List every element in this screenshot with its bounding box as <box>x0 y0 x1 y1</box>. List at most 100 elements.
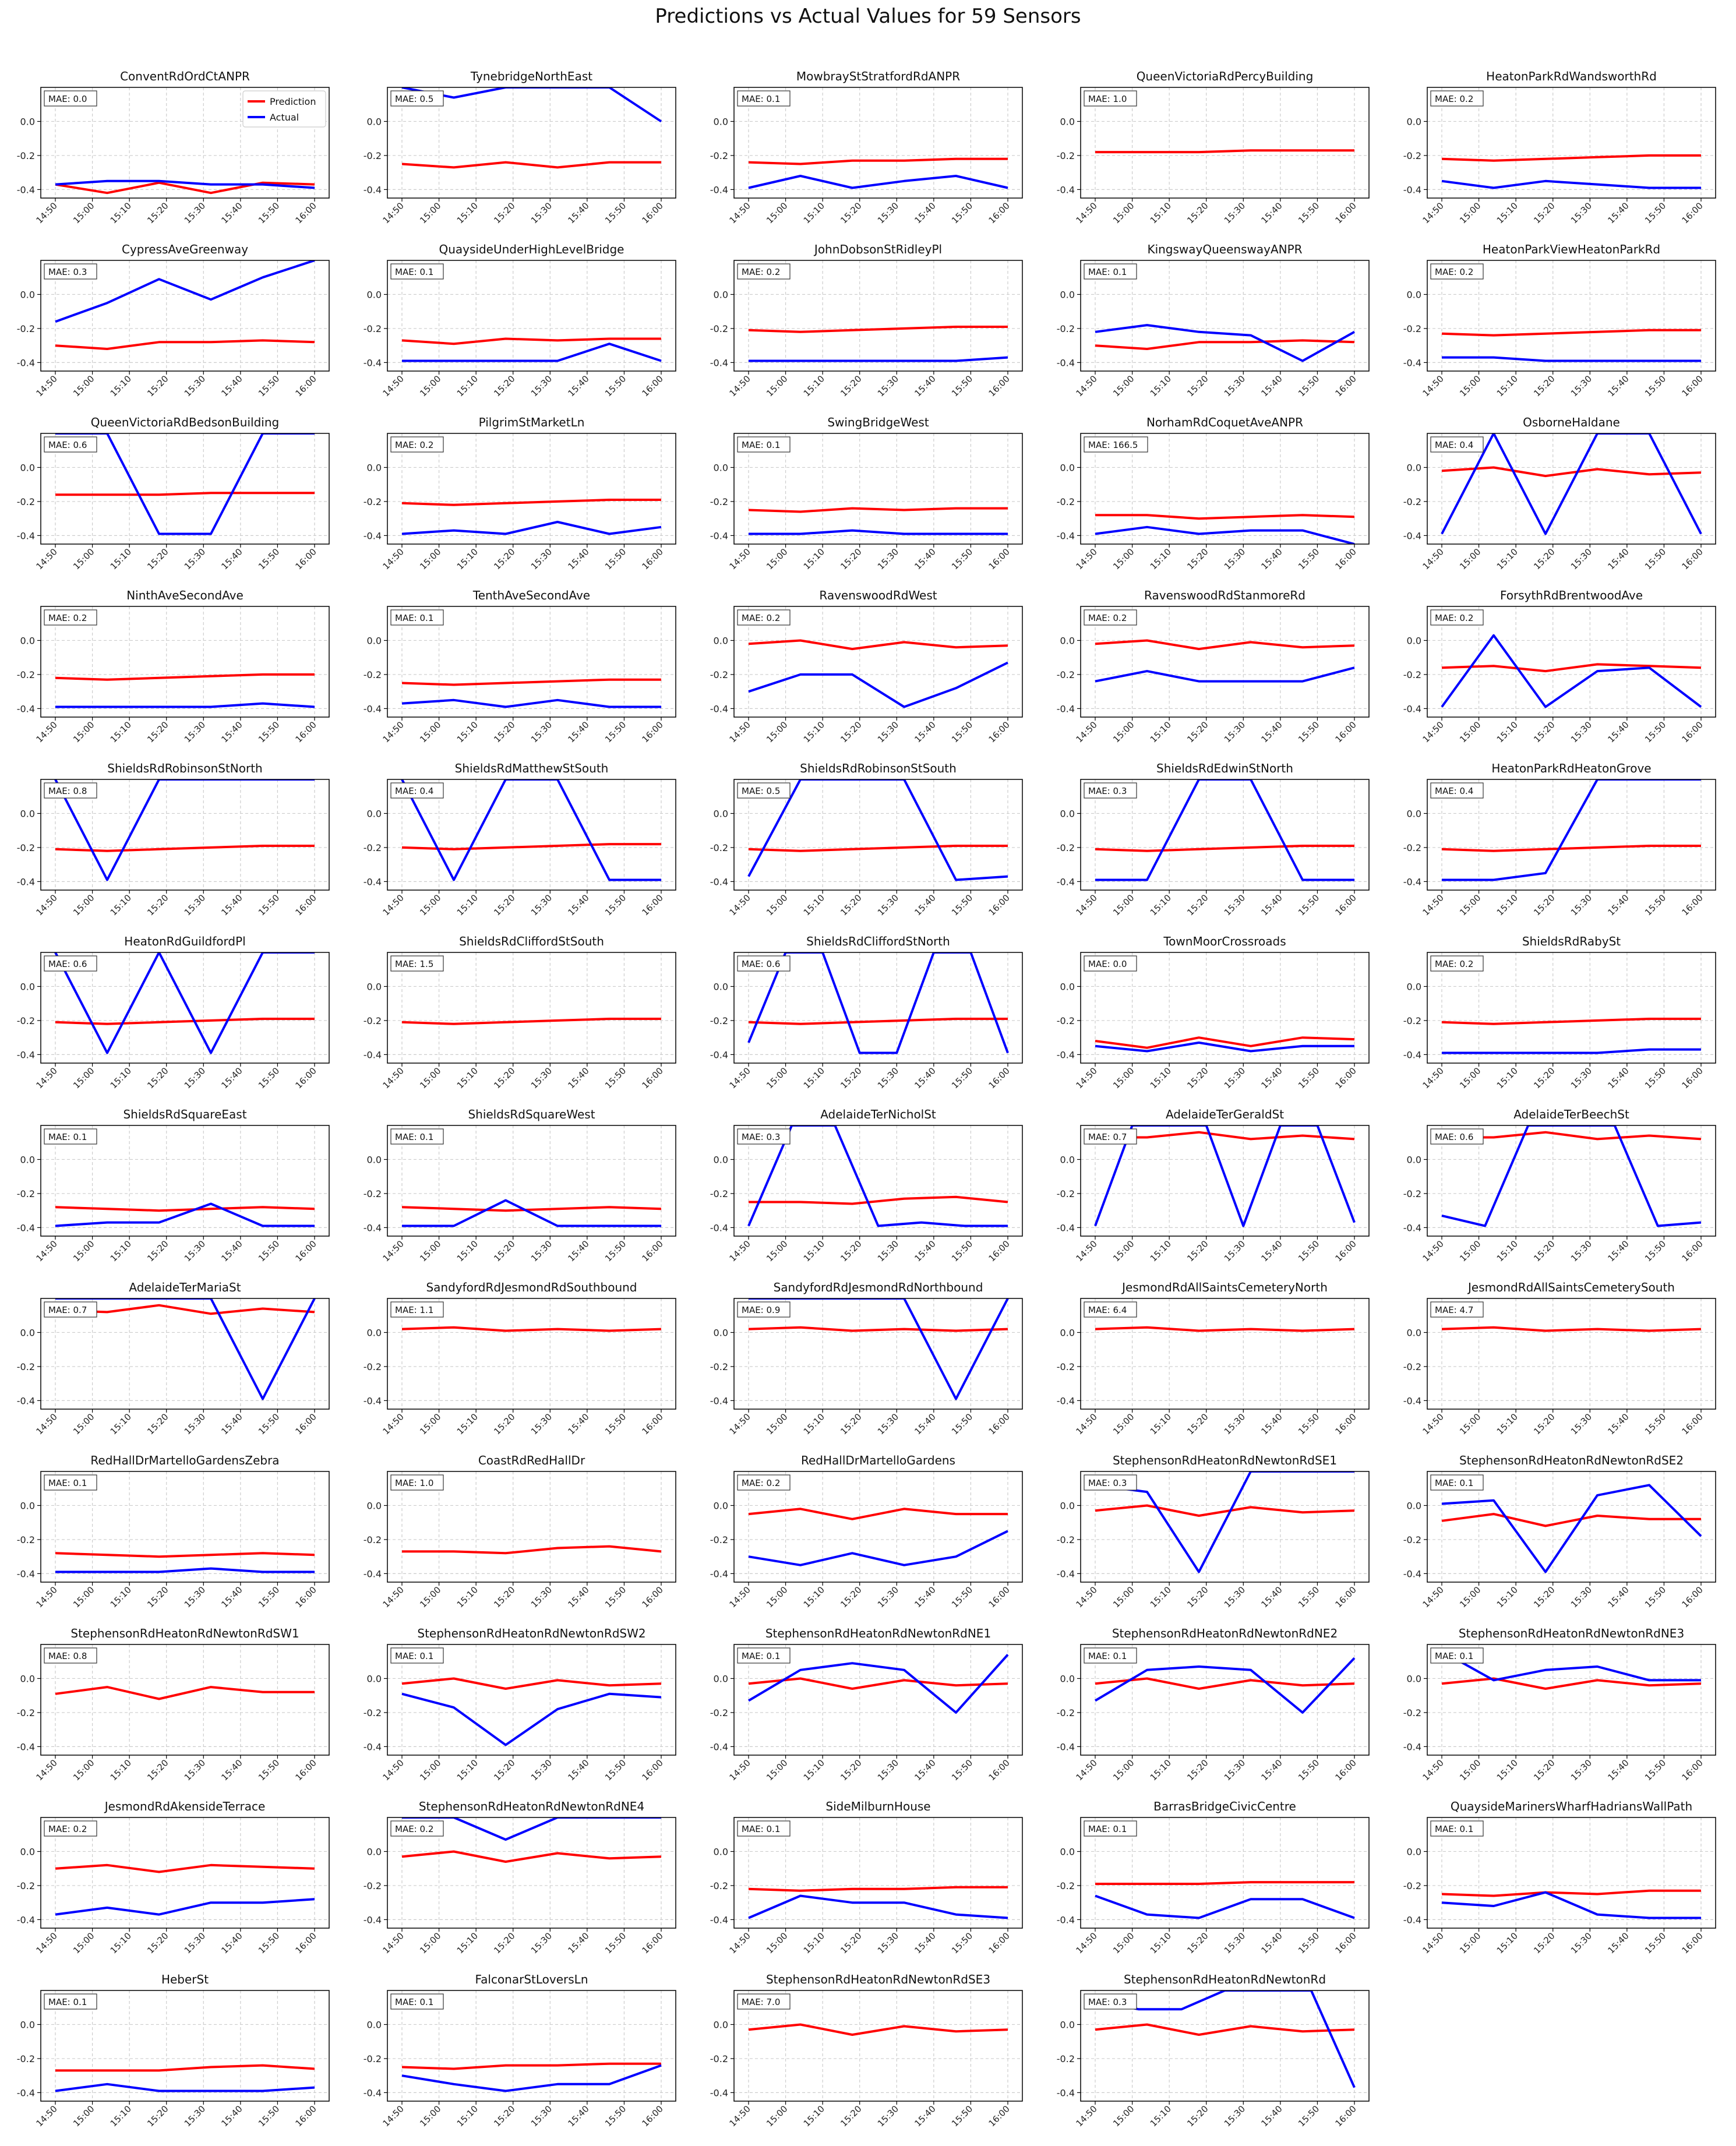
x-tick-label: 15:30 <box>529 1411 554 1436</box>
subplot-title: FalconarStLoversLn <box>475 1972 588 1986</box>
x-tick-label: 15:50 <box>1296 719 1321 744</box>
plot-frame <box>387 1298 676 1410</box>
x-tick-label: 15:40 <box>566 892 591 917</box>
x-tick-label: 15:20 <box>145 1930 170 1956</box>
y-tick-label: 0.0 <box>1060 2019 1075 2030</box>
x-tick-label: 15:40 <box>219 1584 244 1610</box>
subplot-title: RedHallDrMartelloGardens <box>801 1453 955 1467</box>
subplot-title: QuaysideMarinersWharfHadriansWallPath <box>1451 1799 1692 1813</box>
actual-line <box>1095 666 1355 683</box>
plot-frame <box>40 779 330 891</box>
x-tick-label: 15:50 <box>950 1238 975 1263</box>
x-tick-label: 15:00 <box>418 546 443 571</box>
x-tick-label: 15:00 <box>418 892 443 917</box>
x-tick-label: 15:10 <box>1148 200 1173 225</box>
y-tick-label: -0.4 <box>17 1049 35 1060</box>
subplot: 14:50 15:00 15:10 15:20 15:30 15:40 15:50 16:00… <box>17 588 330 744</box>
x-tick-label: 15:40 <box>912 200 937 225</box>
plot-frame <box>1080 1990 1370 2102</box>
x-tick-label: 15:40 <box>219 892 244 917</box>
mae-box <box>737 1301 791 1318</box>
plot-frame <box>733 1471 1023 1583</box>
prediction-line <box>55 1018 315 1025</box>
plot-frame <box>387 260 676 372</box>
x-tick-label: 15:10 <box>108 2103 133 2129</box>
plot-frame <box>733 87 1023 199</box>
x-tick-label: 15:40 <box>1259 719 1284 744</box>
plot-frame <box>1427 1817 1716 1929</box>
y-tick-label: -0.4 <box>1057 1395 1075 1406</box>
x-tick-label: 15:30 <box>1222 719 1247 744</box>
x-tick-label: 15:10 <box>108 719 133 744</box>
y-tick-label: -0.2 <box>1057 669 1075 680</box>
plot-frame <box>387 87 676 199</box>
actual-line <box>55 1567 315 1573</box>
y-tick-label: -0.2 <box>1403 1015 1421 1026</box>
y-tick-label: -0.2 <box>1403 1361 1421 1372</box>
subplot-title: HeatonParkRdHeatonGrove <box>1491 761 1651 775</box>
subplot: 14:50 15:00 15:10 15:20 15:30 15:40 15:50 16:00… <box>1057 242 1370 398</box>
x-tick-label: 16:00 <box>294 892 319 917</box>
x-tick-label: 15:30 <box>1222 2103 1247 2129</box>
x-tick-label: 16:00 <box>987 546 1012 571</box>
x-tick-label: 15:00 <box>71 1584 96 1610</box>
mae-box <box>1430 1301 1484 1318</box>
subplot: 14:50 15:00 15:10 15:20 15:30 15:40 15:50 16:00… <box>364 761 676 917</box>
subplot-title: StephensonRdHeatonRdNewtonRdNE1 <box>765 1626 991 1640</box>
x-tick-label: 15:00 <box>71 719 96 744</box>
x-tick-label: 16:00 <box>294 1930 319 1956</box>
y-tick-label: -0.2 <box>364 1188 382 1199</box>
y-tick-label: -0.4 <box>1057 1741 1075 1752</box>
x-tick-label: 15:20 <box>145 1238 170 1263</box>
prediction-line <box>401 1326 662 1332</box>
y-tick-label: 0.0 <box>1060 981 1075 992</box>
y-tick-label: -0.4 <box>1403 1568 1421 1579</box>
subplot-title: NorhamRdCoquetAveANPR <box>1146 415 1303 429</box>
x-tick-label: 15:50 <box>950 1930 975 1956</box>
x-tick-label: 15:50 <box>1643 1757 1668 1783</box>
prediction-line <box>1095 1131 1355 1141</box>
x-tick-label: 15:30 <box>1569 200 1594 225</box>
subplot: 14:50 15:00 15:10 15:20 15:30 15:40 15:50 16:00… <box>710 1972 1023 2129</box>
subplot-title: ShieldsRdMatthewStSouth <box>455 761 609 775</box>
mae-label: MAE: 4.7 <box>1435 1305 1473 1315</box>
x-tick-label: 15:00 <box>1111 373 1136 398</box>
x-tick-label: 15:50 <box>950 200 975 225</box>
y-tick-label: -0.2 <box>1403 1707 1421 1718</box>
subplot: 14:50 15:00 15:10 15:20 15:30 15:40 15:50 16:00… <box>1057 588 1370 744</box>
y-tick-label: -0.4 <box>17 184 35 195</box>
mae-label: MAE: 0.2 <box>742 613 780 623</box>
x-tick-label: 15:40 <box>566 373 591 398</box>
y-tick-label: -0.4 <box>1403 1914 1421 1925</box>
x-tick-label: 15:50 <box>603 1757 628 1783</box>
y-tick-label: -0.4 <box>710 530 728 541</box>
legend-prediction-label: Prediction <box>270 96 316 107</box>
subplot-title: TynebridgeNorthEast <box>470 69 592 83</box>
x-tick-label: 15:00 <box>764 1065 789 1090</box>
y-tick-label: -0.2 <box>17 1361 35 1372</box>
actual-line <box>1095 525 1355 544</box>
y-tick-label: 0.0 <box>367 1846 382 1857</box>
subplot-title: QueenVictoriaRdPercyBuilding <box>1137 69 1314 83</box>
prediction-line <box>1095 1326 1355 1332</box>
plot-frame <box>40 1817 330 1929</box>
x-tick-label: 15:30 <box>876 1065 901 1090</box>
x-tick-label: 15:20 <box>838 546 863 571</box>
subplot: 14:50 15:00 15:10 15:20 15:30 15:40 15:50 16:00… <box>710 1799 1023 1956</box>
subplot-title: ShieldsRdRabySt <box>1522 934 1621 948</box>
x-tick-label: 15:10 <box>802 719 827 744</box>
plot-frame <box>733 779 1023 891</box>
actual-line <box>748 1530 1008 1566</box>
mae-label: MAE: 0.4 <box>1435 440 1473 450</box>
y-tick-label: -0.2 <box>1057 1361 1075 1372</box>
x-tick-label: 15:50 <box>1296 373 1321 398</box>
x-tick-label: 15:40 <box>1259 373 1284 398</box>
x-tick-label: 15:40 <box>1606 1411 1631 1436</box>
x-tick-label: 15:30 <box>1222 1930 1247 1956</box>
x-tick-label: 15:20 <box>1185 2103 1210 2129</box>
x-tick-label: 16:00 <box>1333 373 1359 398</box>
subplot: 14:50 15:00 15:10 15:20 15:30 15:40 15:50 16:00… <box>1057 1799 1370 1956</box>
subplot: 14:50 15:00 15:10 15:20 15:30 15:40 15:50 16:00… <box>1057 415 1370 571</box>
mae-box <box>1430 263 1484 280</box>
